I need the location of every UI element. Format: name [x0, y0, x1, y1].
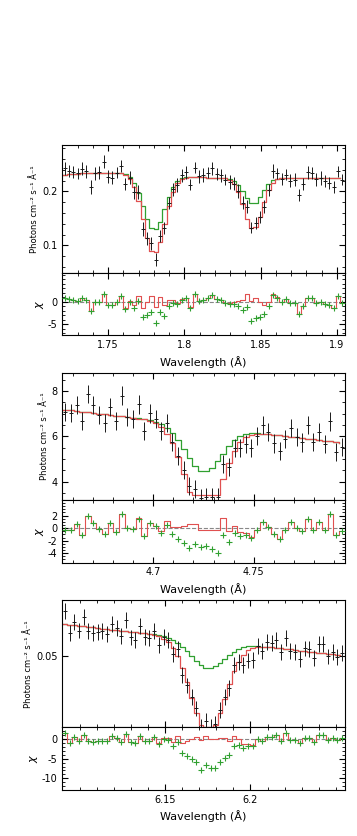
Y-axis label: $\chi$: $\chi$	[29, 754, 40, 763]
Y-axis label: Photons cm⁻² s⁻¹ Å⁻¹: Photons cm⁻² s⁻¹ Å⁻¹	[40, 393, 49, 480]
X-axis label: Wavelength (Å): Wavelength (Å)	[160, 810, 247, 823]
X-axis label: Wavelength (Å): Wavelength (Å)	[160, 355, 247, 368]
Y-axis label: $\chi$: $\chi$	[35, 527, 46, 536]
Y-axis label: $\chi$: $\chi$	[35, 299, 46, 308]
X-axis label: Wavelength (Å): Wavelength (Å)	[160, 583, 247, 595]
Y-axis label: Photons cm⁻² s⁻¹ Å⁻¹: Photons cm⁻² s⁻¹ Å⁻¹	[24, 620, 33, 707]
Y-axis label: Photons cm⁻² s⁻¹ Å⁻¹: Photons cm⁻² s⁻¹ Å⁻¹	[30, 166, 40, 252]
